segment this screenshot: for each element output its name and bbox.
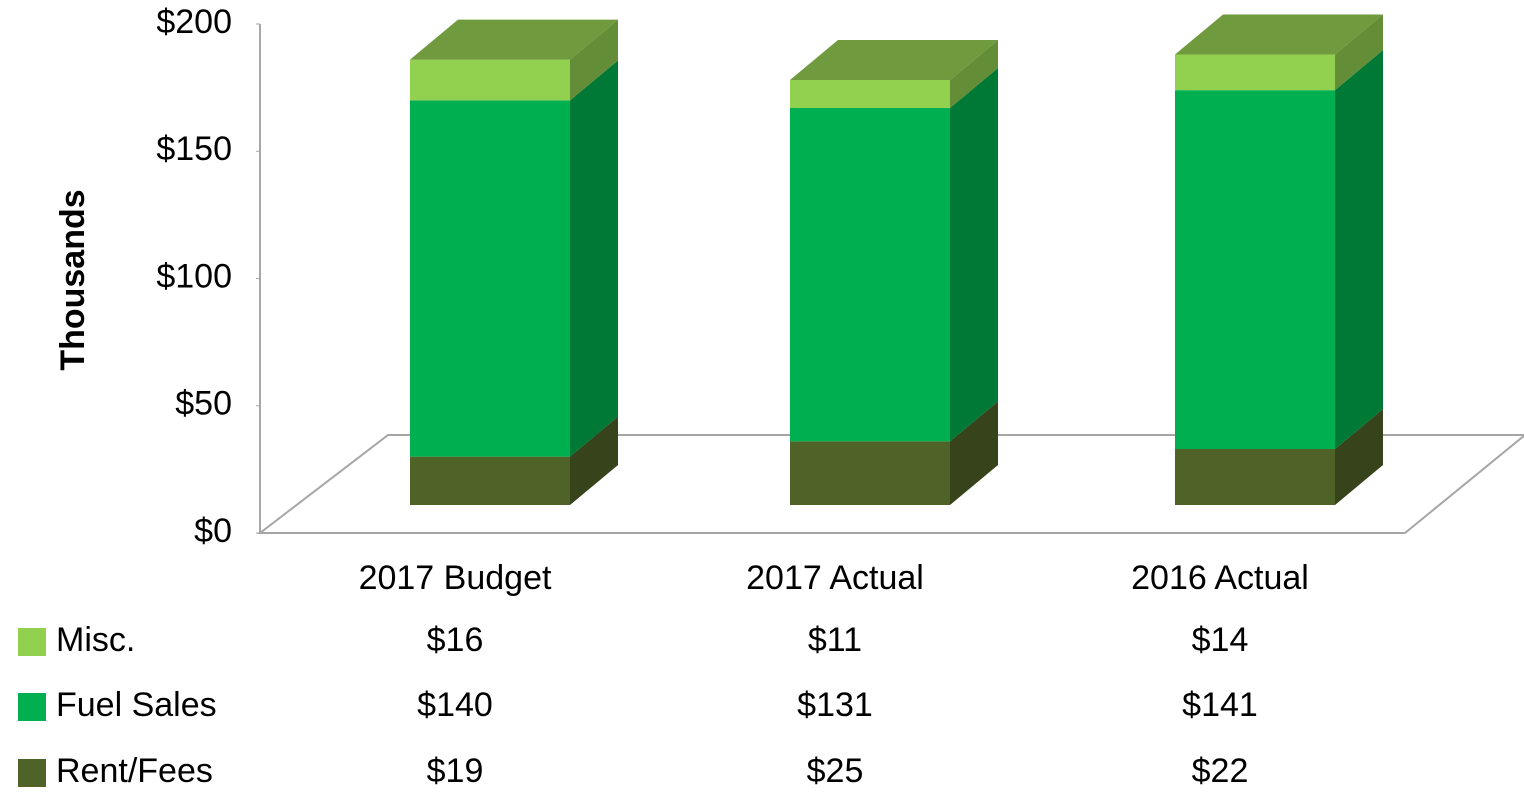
- bar-segment: [410, 456, 570, 505]
- data-label: $11: [808, 621, 862, 659]
- bar-segment: [1175, 90, 1335, 450]
- y-axis-label: Thousands: [54, 189, 92, 370]
- bar-side: [1335, 409, 1383, 505]
- y-tick-label: $0: [194, 512, 232, 550]
- bar-side: [950, 401, 998, 505]
- legend-label: Misc.: [56, 621, 135, 659]
- data-label: $19: [427, 752, 484, 790]
- y-tick-label: $150: [156, 130, 232, 168]
- bar-segment: [790, 107, 950, 442]
- bar-side: [570, 60, 618, 457]
- bar-side: [950, 39, 998, 108]
- bar-segment: [790, 441, 950, 505]
- data-label: $16: [427, 621, 484, 659]
- legend-label: Rent/Fees: [56, 752, 213, 790]
- y-tick-label: $50: [175, 385, 232, 423]
- x-tick-label: 2016 Actual: [1131, 559, 1309, 597]
- bar-side: [950, 67, 998, 442]
- bar-segment: [1175, 449, 1335, 505]
- legend-swatch: [18, 759, 46, 787]
- data-label: $131: [797, 686, 873, 724]
- floor: [257, 434, 1524, 534]
- bar-side: [1335, 14, 1383, 91]
- bar-segment: [410, 59, 570, 101]
- bar-top: [410, 19, 618, 60]
- bar-top: [1175, 14, 1383, 55]
- bar-top: [790, 39, 998, 80]
- bar-side: [570, 416, 618, 505]
- bar-segment: [410, 100, 570, 457]
- bar-segment: [1175, 54, 1335, 91]
- x-tick-label: 2017 Budget: [359, 559, 552, 597]
- data-label: $14: [1192, 621, 1249, 659]
- legend-swatch: [18, 693, 46, 721]
- y-tick-label: $200: [156, 3, 232, 41]
- legend-label: Fuel Sales: [56, 686, 217, 724]
- legend-swatch: [18, 628, 46, 656]
- y-tick-label: $100: [156, 257, 232, 295]
- bar-side: [1335, 50, 1383, 450]
- bar-segment: [790, 79, 950, 108]
- x-tick-label: 2017 Actual: [746, 559, 924, 597]
- data-label: $22: [1192, 752, 1249, 790]
- data-label: $141: [1182, 686, 1258, 724]
- data-label: $25: [807, 752, 864, 790]
- data-label: $140: [417, 686, 493, 724]
- bar-side: [570, 19, 618, 101]
